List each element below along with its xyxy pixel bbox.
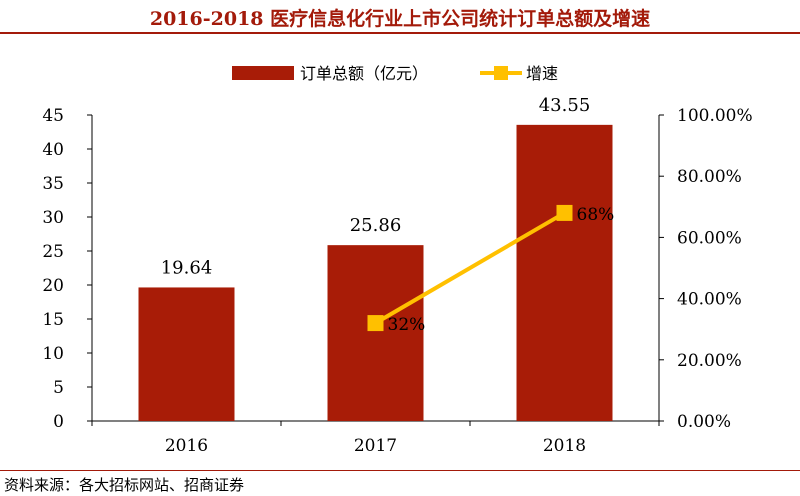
y-right-tick-label: 40.00%: [677, 290, 742, 310]
y-right-tick-label: 60.00%: [677, 228, 742, 248]
x-tick-label: 2018: [543, 436, 586, 456]
chart-title: 2016-2018 医疗信息化行业上市公司统计订单总额及增速: [149, 8, 651, 30]
bar-value-label: 43.55: [539, 95, 591, 116]
y-left-tick-label: 0: [53, 412, 64, 432]
source-divider: [0, 470, 800, 471]
chart-legend: 订单总额（亿元） 增速: [232, 64, 558, 83]
growth-marker: [556, 204, 573, 221]
bar: [516, 124, 613, 422]
plot-area: 0 5 10 15 20 25 30 35 40 45 0.00% 20.00% 40.00% 60.00…: [42, 95, 752, 456]
legend-bar-swatch: [232, 66, 294, 80]
x-tick-label: 2016: [165, 436, 208, 456]
y-left-tick-label: 45: [42, 106, 64, 126]
y-left-tick-label: 15: [42, 310, 64, 330]
y-left-tick-label: 25: [42, 242, 64, 262]
y-right-tick-label: 20.00%: [677, 351, 742, 371]
title-divider: [0, 32, 800, 34]
y-left-tick-label: 35: [42, 174, 64, 194]
legend-line-marker: [494, 66, 508, 80]
legend-bar-label: 订单总额（亿元）: [300, 64, 428, 83]
growth-value-label: 32%: [388, 315, 426, 335]
y-right-tick-label: 80.00%: [677, 167, 742, 187]
y-left-tick-label: 10: [42, 344, 64, 364]
y-right-tick-label: 0.00%: [677, 412, 731, 432]
y-right-tick-label: 100.00%: [677, 106, 753, 126]
x-tick-label: 2017: [354, 436, 397, 456]
bar: [138, 287, 235, 421]
y-left-tick-label: 40: [42, 140, 64, 160]
y-left-tick-label: 30: [42, 208, 64, 228]
bar-value-label: 19.64: [161, 257, 213, 278]
y-left-tick-label: 20: [42, 276, 64, 296]
bar-value-label: 25.86: [350, 215, 402, 236]
y-left-tick-label: 5: [53, 378, 64, 398]
growth-line: [374, 211, 566, 325]
source-note: 资料来源：各大招标网站、招商证券: [4, 476, 245, 494]
growth-value-label: 68%: [577, 205, 615, 225]
bar: [327, 245, 424, 421]
growth-marker: [367, 315, 384, 332]
legend-line-label: 增速: [526, 64, 558, 83]
